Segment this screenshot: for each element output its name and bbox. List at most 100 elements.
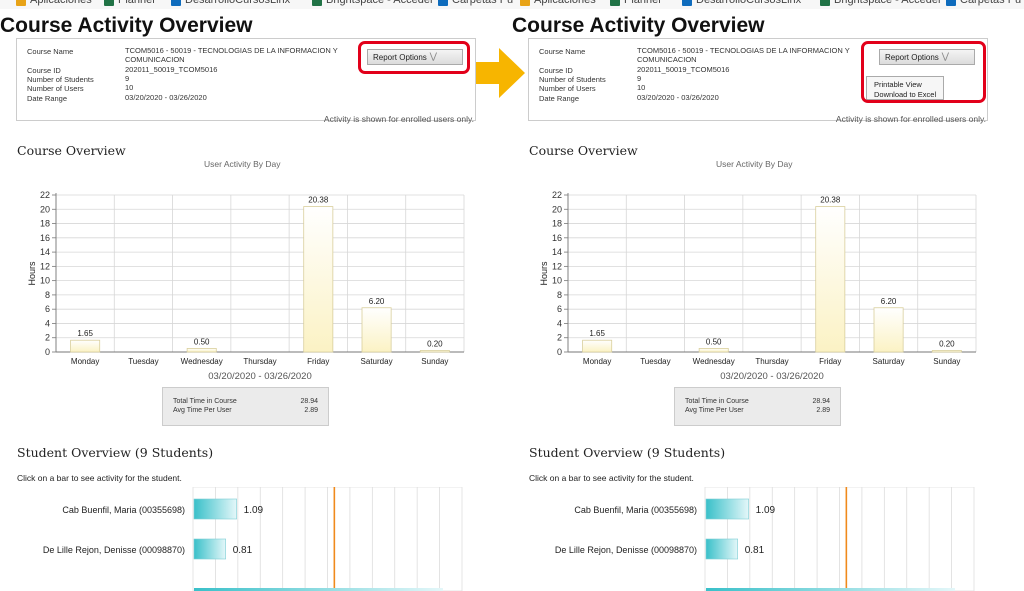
student-bar-partial[interactable] (194, 588, 443, 591)
num-users-label: Number of Users (27, 84, 84, 93)
course-name-label: Course Name (539, 47, 586, 56)
bookmark-icon (610, 0, 620, 6)
date-range-value: 03/20/2020 - 03/26/2020 (637, 93, 719, 102)
x-tick-label: Thursday (243, 357, 276, 366)
avg-time-label: Avg Time Per User (685, 407, 744, 414)
bookmark-label: Aplicaciones (30, 0, 92, 6)
avg-time-value: 2.89 (816, 407, 830, 414)
bookmark-label: Planner (624, 0, 662, 6)
y-tick-label: 8 (45, 290, 50, 300)
course-id-value: 202011_50019_TCOM5016 (637, 65, 730, 74)
student-bar[interactable] (705, 538, 738, 560)
y-tick-label: 10 (40, 276, 50, 286)
bookmark-item[interactable]: DesarrolloCursosLinx (682, 0, 801, 6)
avg-time-label: Avg Time Per User (173, 407, 232, 414)
y-tick-label: 4 (557, 318, 562, 328)
bookmark-item[interactable]: Aplicaciones (16, 0, 92, 6)
student-bar[interactable] (193, 498, 237, 520)
student-name-label[interactable]: Cab Buenfil, Maria (00355698) (62, 505, 185, 515)
y-tick-label: 14 (40, 247, 50, 257)
bookmark-item[interactable]: Brightspace - Acceder (820, 0, 942, 6)
student-bar-value: 1.09 (244, 505, 264, 516)
y-tick-label: 6 (557, 304, 562, 314)
num-students-value: 9 (125, 74, 130, 83)
bookmark-icon (438, 0, 448, 6)
student-name-label[interactable]: De Lille Rejon, Denisse (00098870) (43, 545, 185, 555)
day-bar[interactable] (873, 307, 904, 353)
course-id-value: 202011_50019_TCOM5016 (125, 65, 218, 74)
y-tick-label: 2 (45, 333, 50, 343)
report-options-button[interactable]: Report Options ⋁ (879, 49, 975, 65)
day-bar[interactable] (582, 339, 613, 353)
y-tick-label: 18 (552, 219, 562, 229)
day-bar[interactable] (186, 348, 217, 353)
date-range-caption: 03/20/2020 - 03/26/2020 (208, 371, 312, 379)
x-tick-label: Tuesday (640, 357, 670, 366)
course-name-value: TCOM5016 - 50019 - TECNOLOGIAS DE LA INF… (637, 46, 850, 64)
bar-value-label: 0.20 (939, 340, 955, 349)
y-tick-label: 20 (40, 204, 50, 214)
report-options-button[interactable]: Report Options ⋁ (367, 49, 463, 65)
course-info-box: Course Name TCOM5016 - 50019 - TECNOLOGI… (528, 38, 988, 121)
report-options-label: Report Options (885, 52, 939, 62)
bookmark-label: Carpetas Pu (960, 0, 1022, 6)
day-bar[interactable] (70, 339, 101, 353)
num-students-value: 9 (637, 74, 642, 83)
chart-subtitle: User Activity By Day (716, 159, 793, 169)
student-bar-partial[interactable] (706, 588, 955, 591)
day-bar[interactable] (931, 350, 962, 353)
day-bar[interactable] (303, 206, 334, 353)
bookmark-item[interactable]: Aplicaciones (520, 0, 596, 6)
x-tick-label: Saturday (361, 357, 393, 366)
bookmark-item[interactable]: Planner (104, 0, 156, 6)
summary-box: Total Time in Course 28.94 Avg Time Per … (162, 387, 329, 426)
y-tick-label: 8 (557, 290, 562, 300)
student-name-label[interactable]: De Lille Rejon, Denisse (00098870) (555, 545, 697, 555)
bookmark-item[interactable]: DesarrolloCursosLinx (171, 0, 290, 6)
total-time-label: Total Time in Course (685, 398, 749, 405)
bookmark-item[interactable]: Carpetas Pu (438, 0, 513, 6)
day-bar[interactable] (698, 348, 729, 353)
date-range-label: Date Range (539, 94, 580, 103)
bookmark-item[interactable]: Planner (610, 0, 662, 6)
enrolled-note: Activity is shown for enrolled users onl… (323, 114, 474, 124)
x-tick-label: Saturday (873, 357, 905, 366)
date-range-label: Date Range (27, 94, 68, 103)
course-info-box: Course Name TCOM5016 - 50019 - TECNOLOGI… (16, 38, 476, 121)
student-bar-value: 0.81 (745, 545, 765, 556)
x-tick-label: Sunday (933, 357, 960, 366)
student-bar[interactable] (193, 538, 226, 560)
student-name-label[interactable]: Cab Buenfil, Maria (00355698) (574, 505, 697, 515)
bookmark-item[interactable]: Carpetas Pu (946, 0, 1021, 6)
num-users-label: Number of Users (539, 84, 596, 93)
bookmark-label: DesarrolloCursosLinx (696, 0, 802, 6)
summary-box: Total Time in Course 28.94 Avg Time Per … (674, 387, 841, 426)
menu-item-printable-view[interactable]: Printable View (874, 80, 922, 89)
student-bar-value: 0.81 (233, 545, 253, 556)
day-bar[interactable] (361, 307, 392, 353)
num-students-label: Number of Students (27, 75, 94, 84)
y-tick-label: 12 (552, 261, 562, 271)
day-bar[interactable] (419, 350, 450, 353)
total-time-value: 28.94 (812, 398, 830, 405)
avg-time-value: 2.89 (304, 407, 318, 414)
menu-item-download-excel[interactable]: Download to Excel (874, 90, 937, 99)
bar-value-label: 20.38 (820, 196, 841, 205)
student-instruction: Click on a bar to see activity for the s… (529, 473, 694, 483)
chevron-down-icon: ⋁ (429, 51, 437, 61)
x-tick-label: Tuesday (128, 357, 158, 366)
y-tick-label: 6 (45, 304, 50, 314)
day-bar[interactable] (815, 206, 846, 353)
bar-value-label: 1.65 (77, 329, 93, 338)
num-students-label: Number of Students (539, 75, 606, 84)
x-tick-label: Friday (819, 357, 841, 366)
page-title: Course Activity Overview (0, 14, 253, 37)
bookmark-item[interactable]: Brightspace - Acceder (312, 0, 434, 6)
bar-value-label: 20.38 (308, 196, 329, 205)
student-bar[interactable] (705, 498, 749, 520)
page-title: Course Activity Overview (512, 14, 765, 37)
bookmark-icon (104, 0, 114, 6)
bookmark-label: Brightspace - Acceder (326, 0, 434, 6)
y-axis-label: Hours (539, 261, 549, 286)
chart-subtitle: User Activity By Day (204, 159, 281, 169)
